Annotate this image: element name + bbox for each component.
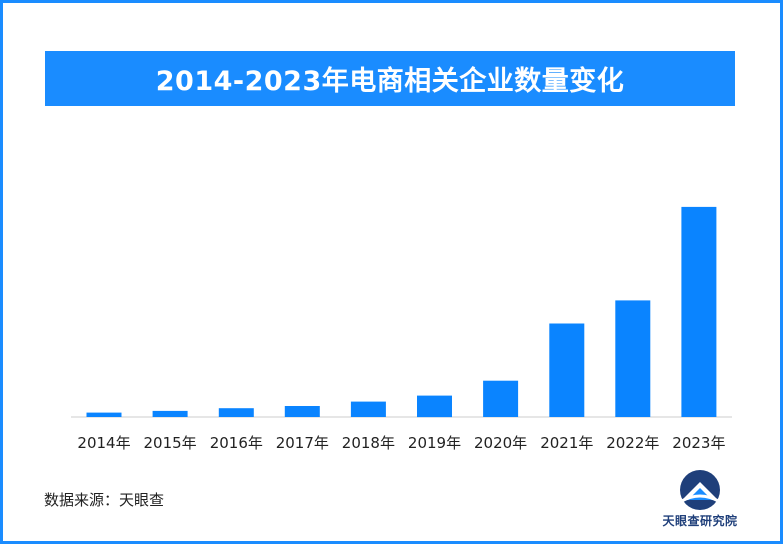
x-tick-label: 2019年 (408, 434, 461, 452)
bar (549, 323, 585, 417)
x-tick-label: 2021年 (540, 434, 593, 452)
data-source-label: 数据来源：天眼查 (44, 491, 165, 509)
x-tick-label: 2022年 (606, 434, 659, 452)
x-tick-label: 2016年 (210, 434, 263, 452)
x-tick-label: 2017年 (276, 434, 329, 452)
x-tick-label: 2018年 (342, 434, 395, 452)
bar (152, 410, 188, 417)
bar (417, 395, 452, 418)
bar (284, 406, 320, 417)
tianyancha-logo: 天眼查研究院 (658, 468, 742, 532)
x-tick-label: 2015年 (144, 434, 197, 452)
chart-title: 2014-2023年电商相关企业数量变化 (155, 66, 625, 97)
bar (681, 206, 717, 417)
x-tick-label: 2020年 (474, 434, 527, 452)
bar (483, 380, 519, 417)
bar (218, 408, 254, 417)
bar (615, 300, 651, 417)
logo-text: 天眼查研究院 (662, 514, 738, 528)
logo-icon (679, 470, 721, 510)
x-tick-label: 2023年 (672, 434, 725, 452)
title-bar: 2014-2023年电商相关企业数量变化 (45, 51, 735, 106)
bar (350, 401, 386, 417)
x-tick-label: 2014年 (77, 434, 130, 452)
bar (86, 412, 122, 417)
